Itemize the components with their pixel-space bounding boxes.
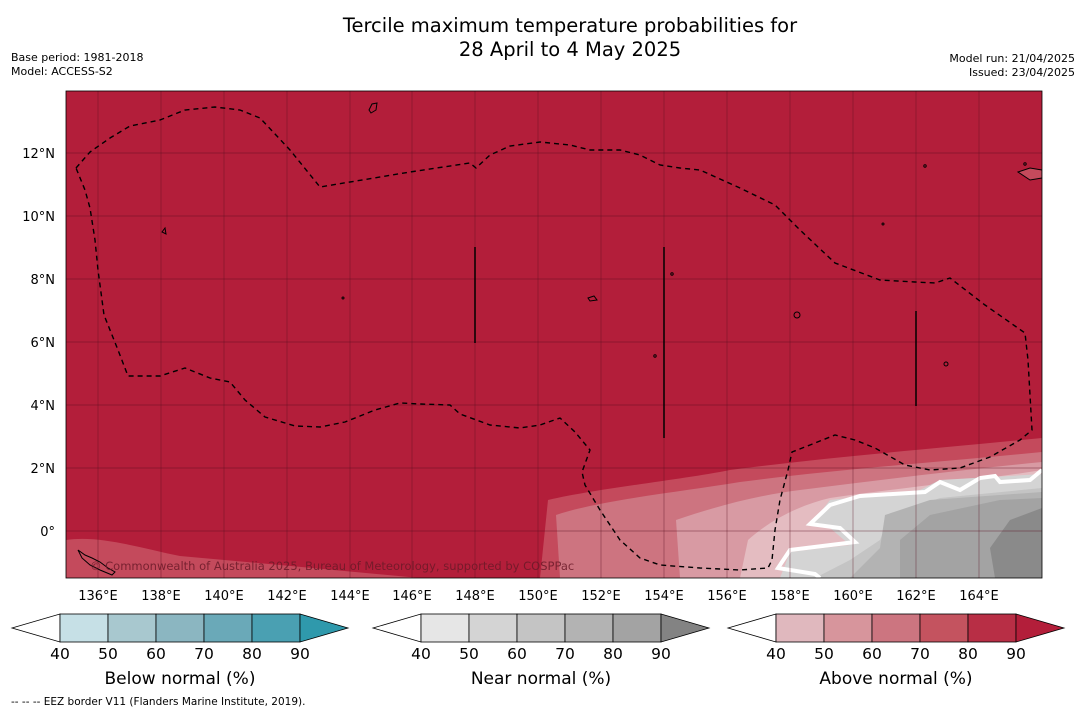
colorbar-segment xyxy=(564,613,614,643)
map-panel: © Commonwealth of Australia 2025, Bureau… xyxy=(66,91,1042,578)
colorbar-extend-high xyxy=(1015,613,1066,643)
meta-left: Base period: 1981-2018 Model: ACCESS-S2 xyxy=(11,51,143,79)
colorbar-title: Near normal (%) xyxy=(471,669,611,689)
lat-tick-label: 2°N xyxy=(31,462,56,477)
colorbar-segment xyxy=(468,613,518,643)
eez-footnote: -- -- -- EEZ border V11 (Flanders Marine… xyxy=(11,696,306,708)
colorbar-tick-label: 70 xyxy=(555,645,575,663)
colorbar-segment xyxy=(871,613,921,643)
colorbar-tick-label: 40 xyxy=(411,645,431,663)
lon-tick-label: 138°E xyxy=(141,589,181,604)
lon-tick-label: 136°E xyxy=(78,589,118,604)
issued-text: Issued: 23/04/2025 xyxy=(968,66,1075,79)
meta-right: Model run: 21/04/2025 Issued: 23/04/2025 xyxy=(949,52,1075,80)
colorbar-tick-label: 50 xyxy=(814,645,834,663)
lon-tick-label: 140°E xyxy=(204,589,244,604)
lon-tick-label: 146°E xyxy=(392,589,432,604)
colorbar-segment xyxy=(107,613,157,643)
lon-tick-label: 158°E xyxy=(770,589,810,604)
colorbar-tick-label: 70 xyxy=(910,645,930,663)
lat-tick-label: 6°N xyxy=(31,336,56,351)
near-90-region xyxy=(990,508,1042,578)
copyright-text: © Commonwealth of Australia 2025, Bureau… xyxy=(90,559,574,573)
lon-tick-label: 162°E xyxy=(896,589,936,604)
colorbar-extend-low xyxy=(371,613,422,643)
map-frame xyxy=(65,90,1043,579)
lat-tick-label: 8°N xyxy=(31,273,56,288)
colorbar-tick-label: 40 xyxy=(766,645,786,663)
colorbar-tick-label: 50 xyxy=(98,645,118,663)
title-line-2: 28 April to 4 May 2025 xyxy=(458,38,682,61)
colorbar-segment xyxy=(420,613,470,643)
lon-tick-label: 152°E xyxy=(581,589,621,604)
colorbar-tick-label: 80 xyxy=(603,645,623,663)
colorbar-segment xyxy=(203,613,253,643)
colorbar-tick-label: 80 xyxy=(958,645,978,663)
above-80-region xyxy=(66,538,420,578)
lon-tick-label: 148°E xyxy=(455,589,495,604)
colorbar-segment xyxy=(775,613,825,643)
colorbar-tick-label: 90 xyxy=(290,645,310,663)
island-outlines xyxy=(77,102,1042,576)
colorbar-segment xyxy=(59,613,109,643)
colorbar-extend-low xyxy=(726,613,777,643)
colorbar-tick-label: 80 xyxy=(242,645,262,663)
lon-tick-label: 150°E xyxy=(518,589,558,604)
colorbar-segment xyxy=(919,613,969,643)
eez-border xyxy=(75,106,1033,571)
lat-tick-label: 0° xyxy=(40,525,55,540)
colorbar-above-normal: 40 50 60 70 80 90 Above normal (%) xyxy=(726,613,1066,689)
colorbar-segment xyxy=(155,613,205,643)
colorbar-tick-label: 40 xyxy=(50,645,70,663)
lat-tick-labels: 12°N 10°N 8°N 6°N 4°N 2°N 0° xyxy=(22,147,55,540)
colorbar-extend-low xyxy=(10,613,61,643)
forty-percent-contour xyxy=(774,468,1042,578)
colorbar-tick-label: 70 xyxy=(194,645,214,663)
model-run-text: Model run: 21/04/2025 xyxy=(949,52,1075,65)
model-text: Model: ACCESS-S2 xyxy=(11,65,113,78)
colorbar-title: Below normal (%) xyxy=(105,669,256,689)
lat-tick-label: 12°N xyxy=(22,147,55,162)
colorbar-below-normal: 40 50 60 70 80 90 Below normal (%) xyxy=(10,613,350,689)
lon-tick-label: 156°E xyxy=(707,589,747,604)
lon-tick-label: 154°E xyxy=(644,589,684,604)
title-line-1: Tercile maximum temperature probabilitie… xyxy=(342,14,798,37)
colorbar-extend-high xyxy=(660,613,711,643)
lat-tick-label: 10°N xyxy=(22,210,55,225)
lon-tick-labels: 136°E 138°E 140°E 142°E 144°E 146°E 148°… xyxy=(78,589,999,604)
colorbar-tick-label: 60 xyxy=(507,645,527,663)
colorbar-tick-label: 90 xyxy=(651,645,671,663)
map-title: Tercile maximum temperature probabilitie… xyxy=(0,14,1085,62)
lat-tick-label: 4°N xyxy=(31,399,56,414)
colorbar-tick-label: 60 xyxy=(146,645,166,663)
colorbar-segment xyxy=(251,613,301,643)
colorbar-segment xyxy=(612,613,662,643)
colorbar-segment xyxy=(516,613,566,643)
colorbar-extend-high xyxy=(299,613,350,643)
colorbar-tick-label: 60 xyxy=(862,645,882,663)
colorbar-near-normal: 40 50 60 70 80 90 Near normal (%) xyxy=(371,613,711,689)
colorbar-tick-label: 50 xyxy=(459,645,479,663)
lon-tick-label: 142°E xyxy=(267,589,307,604)
colorbar-segment xyxy=(967,613,1017,643)
lon-tick-label: 164°E xyxy=(959,589,999,604)
colorbar-segment xyxy=(823,613,873,643)
lon-tick-label: 160°E xyxy=(833,589,873,604)
colorbar-title: Above normal (%) xyxy=(819,669,972,689)
base-period-text: Base period: 1981-2018 xyxy=(11,51,144,64)
colorbar-tick-label: 90 xyxy=(1006,645,1026,663)
lon-tick-label: 144°E xyxy=(330,589,370,604)
